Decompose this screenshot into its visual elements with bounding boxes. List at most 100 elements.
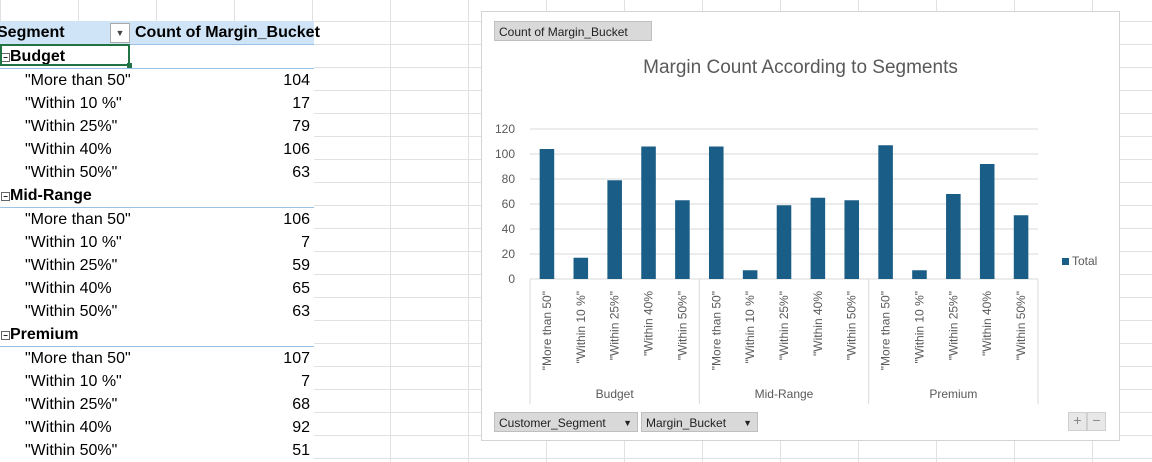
customer-segment-field-button[interactable]: Customer_Segment ▼ xyxy=(494,412,638,432)
pivot-header-row: Segment ▼ Count of Margin_Bucket xyxy=(0,21,320,45)
pivot-item-row[interactable]: "Within 50%" 63 xyxy=(0,300,314,323)
x-tick-label: "Within 10 %" xyxy=(574,291,588,364)
item-count: 106 xyxy=(283,141,310,158)
group-label: Premium xyxy=(10,326,79,343)
item-count: 63 xyxy=(292,164,310,181)
collapse-field-button[interactable]: − xyxy=(1087,412,1106,431)
group-label: Budget xyxy=(10,48,66,65)
item-count: 65 xyxy=(292,280,310,297)
pivot-group-row[interactable]: − Budget xyxy=(0,44,314,69)
item-count: 106 xyxy=(283,211,310,228)
x-tick-label: "Within 40% xyxy=(980,291,994,356)
collapse-icon[interactable]: − xyxy=(1,331,10,340)
bar xyxy=(878,145,893,279)
bar xyxy=(776,205,792,279)
pivot-item-row[interactable]: "More than 50" 104 xyxy=(0,69,314,92)
x-tick-label: "Within 50%" xyxy=(845,291,859,360)
item-label: "Within 40% xyxy=(25,280,112,297)
y-tick-label: 60 xyxy=(502,197,516,211)
item-label: "Within 10 %" xyxy=(25,234,122,251)
bar xyxy=(641,146,656,279)
x-tick-label: "Within 25%" xyxy=(777,291,791,360)
pivot-table: Segment ▼ Count of Margin_Bucket − Budget… xyxy=(0,21,320,462)
x-tick-label: "Within 40% xyxy=(811,291,825,356)
y-tick-label: 0 xyxy=(508,272,515,286)
bar xyxy=(675,200,690,279)
value-field-button[interactable]: Count of Margin_Bucket xyxy=(494,21,652,41)
pivot-item-row[interactable]: "Within 25%" 79 xyxy=(0,115,314,138)
item-label: "Within 50%" xyxy=(25,164,118,181)
bar xyxy=(573,257,589,279)
collapse-icon[interactable]: − xyxy=(1,53,10,62)
bar xyxy=(979,164,995,279)
item-label: "More than 50" xyxy=(25,211,131,228)
item-label: "Within 50%" xyxy=(25,303,118,320)
pivot-item-row[interactable]: "Within 40% 65 xyxy=(0,277,314,300)
item-count: 104 xyxy=(283,72,310,89)
segment-header: Segment xyxy=(0,24,65,41)
item-count: 107 xyxy=(283,350,310,367)
item-count: 17 xyxy=(292,95,310,112)
item-count: 92 xyxy=(292,419,310,436)
pivot-item-row[interactable]: "Within 25%" 59 xyxy=(0,254,314,277)
x-tick-label: "Within 40% xyxy=(642,291,656,356)
item-label: "Within 10 %" xyxy=(25,373,122,390)
item-label: "More than 50" xyxy=(25,350,131,367)
pivot-item-row[interactable]: "More than 50" 107 xyxy=(0,347,314,370)
pivot-item-row[interactable]: "Within 50%" 63 xyxy=(0,161,314,184)
item-label: "Within 40% xyxy=(25,141,112,158)
item-count: 63 xyxy=(292,303,310,320)
chart-legend: Total xyxy=(1062,254,1097,268)
item-label: "Within 40% xyxy=(25,419,112,436)
pivot-item-row[interactable]: "Within 25%" 68 xyxy=(0,393,314,416)
y-tick-label: 40 xyxy=(502,222,516,236)
bar xyxy=(946,194,961,279)
bar xyxy=(844,200,860,279)
customer-segment-label: Customer_Segment xyxy=(499,416,606,430)
x-tick-label: "More than 50" xyxy=(540,291,554,370)
item-label: "Within 50%" xyxy=(25,442,118,459)
y-tick-label: 100 xyxy=(495,147,515,161)
pivot-item-row[interactable]: "Within 40% 92 xyxy=(0,416,314,439)
pivot-group-row[interactable]: − Mid-Range xyxy=(0,184,314,208)
pivot-item-row[interactable]: "Within 50%" 51 xyxy=(0,439,314,462)
pivot-item-row[interactable]: "Within 10 %" 7 xyxy=(0,370,314,393)
x-tick-label: "Within 50%" xyxy=(1014,291,1028,360)
margin-bucket-label: Margin_Bucket xyxy=(646,416,727,430)
pivot-item-row[interactable]: "More than 50" 106 xyxy=(0,208,314,231)
filter-dropdown-icon[interactable]: ▼ xyxy=(110,23,130,43)
bar xyxy=(539,149,555,279)
item-count: 7 xyxy=(301,373,310,390)
margin-bucket-field-button[interactable]: Margin_Bucket ▼ xyxy=(641,412,758,432)
group-label: Budget xyxy=(596,387,635,401)
pivot-group-row[interactable]: − Premium xyxy=(0,323,314,347)
pivot-item-row[interactable]: "Within 40% 106 xyxy=(0,138,314,161)
item-label: "Within 10 %" xyxy=(25,95,122,112)
collapse-icon[interactable]: − xyxy=(1,192,10,201)
bar xyxy=(742,270,758,279)
pivot-item-row[interactable]: "Within 10 %" 7 xyxy=(0,231,314,254)
y-tick-label: 80 xyxy=(502,172,516,186)
bar xyxy=(607,180,622,279)
count-header: Count of Margin_Bucket xyxy=(135,24,320,41)
legend-label: Total xyxy=(1072,254,1098,268)
item-count: 79 xyxy=(292,118,310,135)
x-tick-label: "Within 10 %" xyxy=(743,291,757,364)
pivot-item-row[interactable]: "Within 10 %" 17 xyxy=(0,92,314,115)
item-count: 68 xyxy=(292,396,310,413)
item-label: "Within 25%" xyxy=(25,396,118,413)
chart-plot-area: 0 20 40 60 80 100 120 "More than 50" "Within 10 … xyxy=(495,122,1039,404)
group-label: Premium xyxy=(929,387,977,401)
expand-field-button[interactable]: + xyxy=(1068,412,1087,431)
item-count: 51 xyxy=(292,442,310,459)
pivot-chart[interactable]: Count of Margin_Bucket Margin Count Acco… xyxy=(481,11,1120,441)
bar xyxy=(1013,215,1029,279)
x-tick-label: "Within 50%" xyxy=(675,291,689,360)
chart-title: Margin Count According to Segments xyxy=(643,57,958,78)
y-tick-label: 20 xyxy=(502,247,516,261)
chevron-down-icon: ▼ xyxy=(743,418,752,428)
bar xyxy=(912,270,927,279)
item-label: "Within 25%" xyxy=(25,257,118,274)
legend-swatch-icon xyxy=(1062,258,1069,265)
bar xyxy=(708,146,724,279)
